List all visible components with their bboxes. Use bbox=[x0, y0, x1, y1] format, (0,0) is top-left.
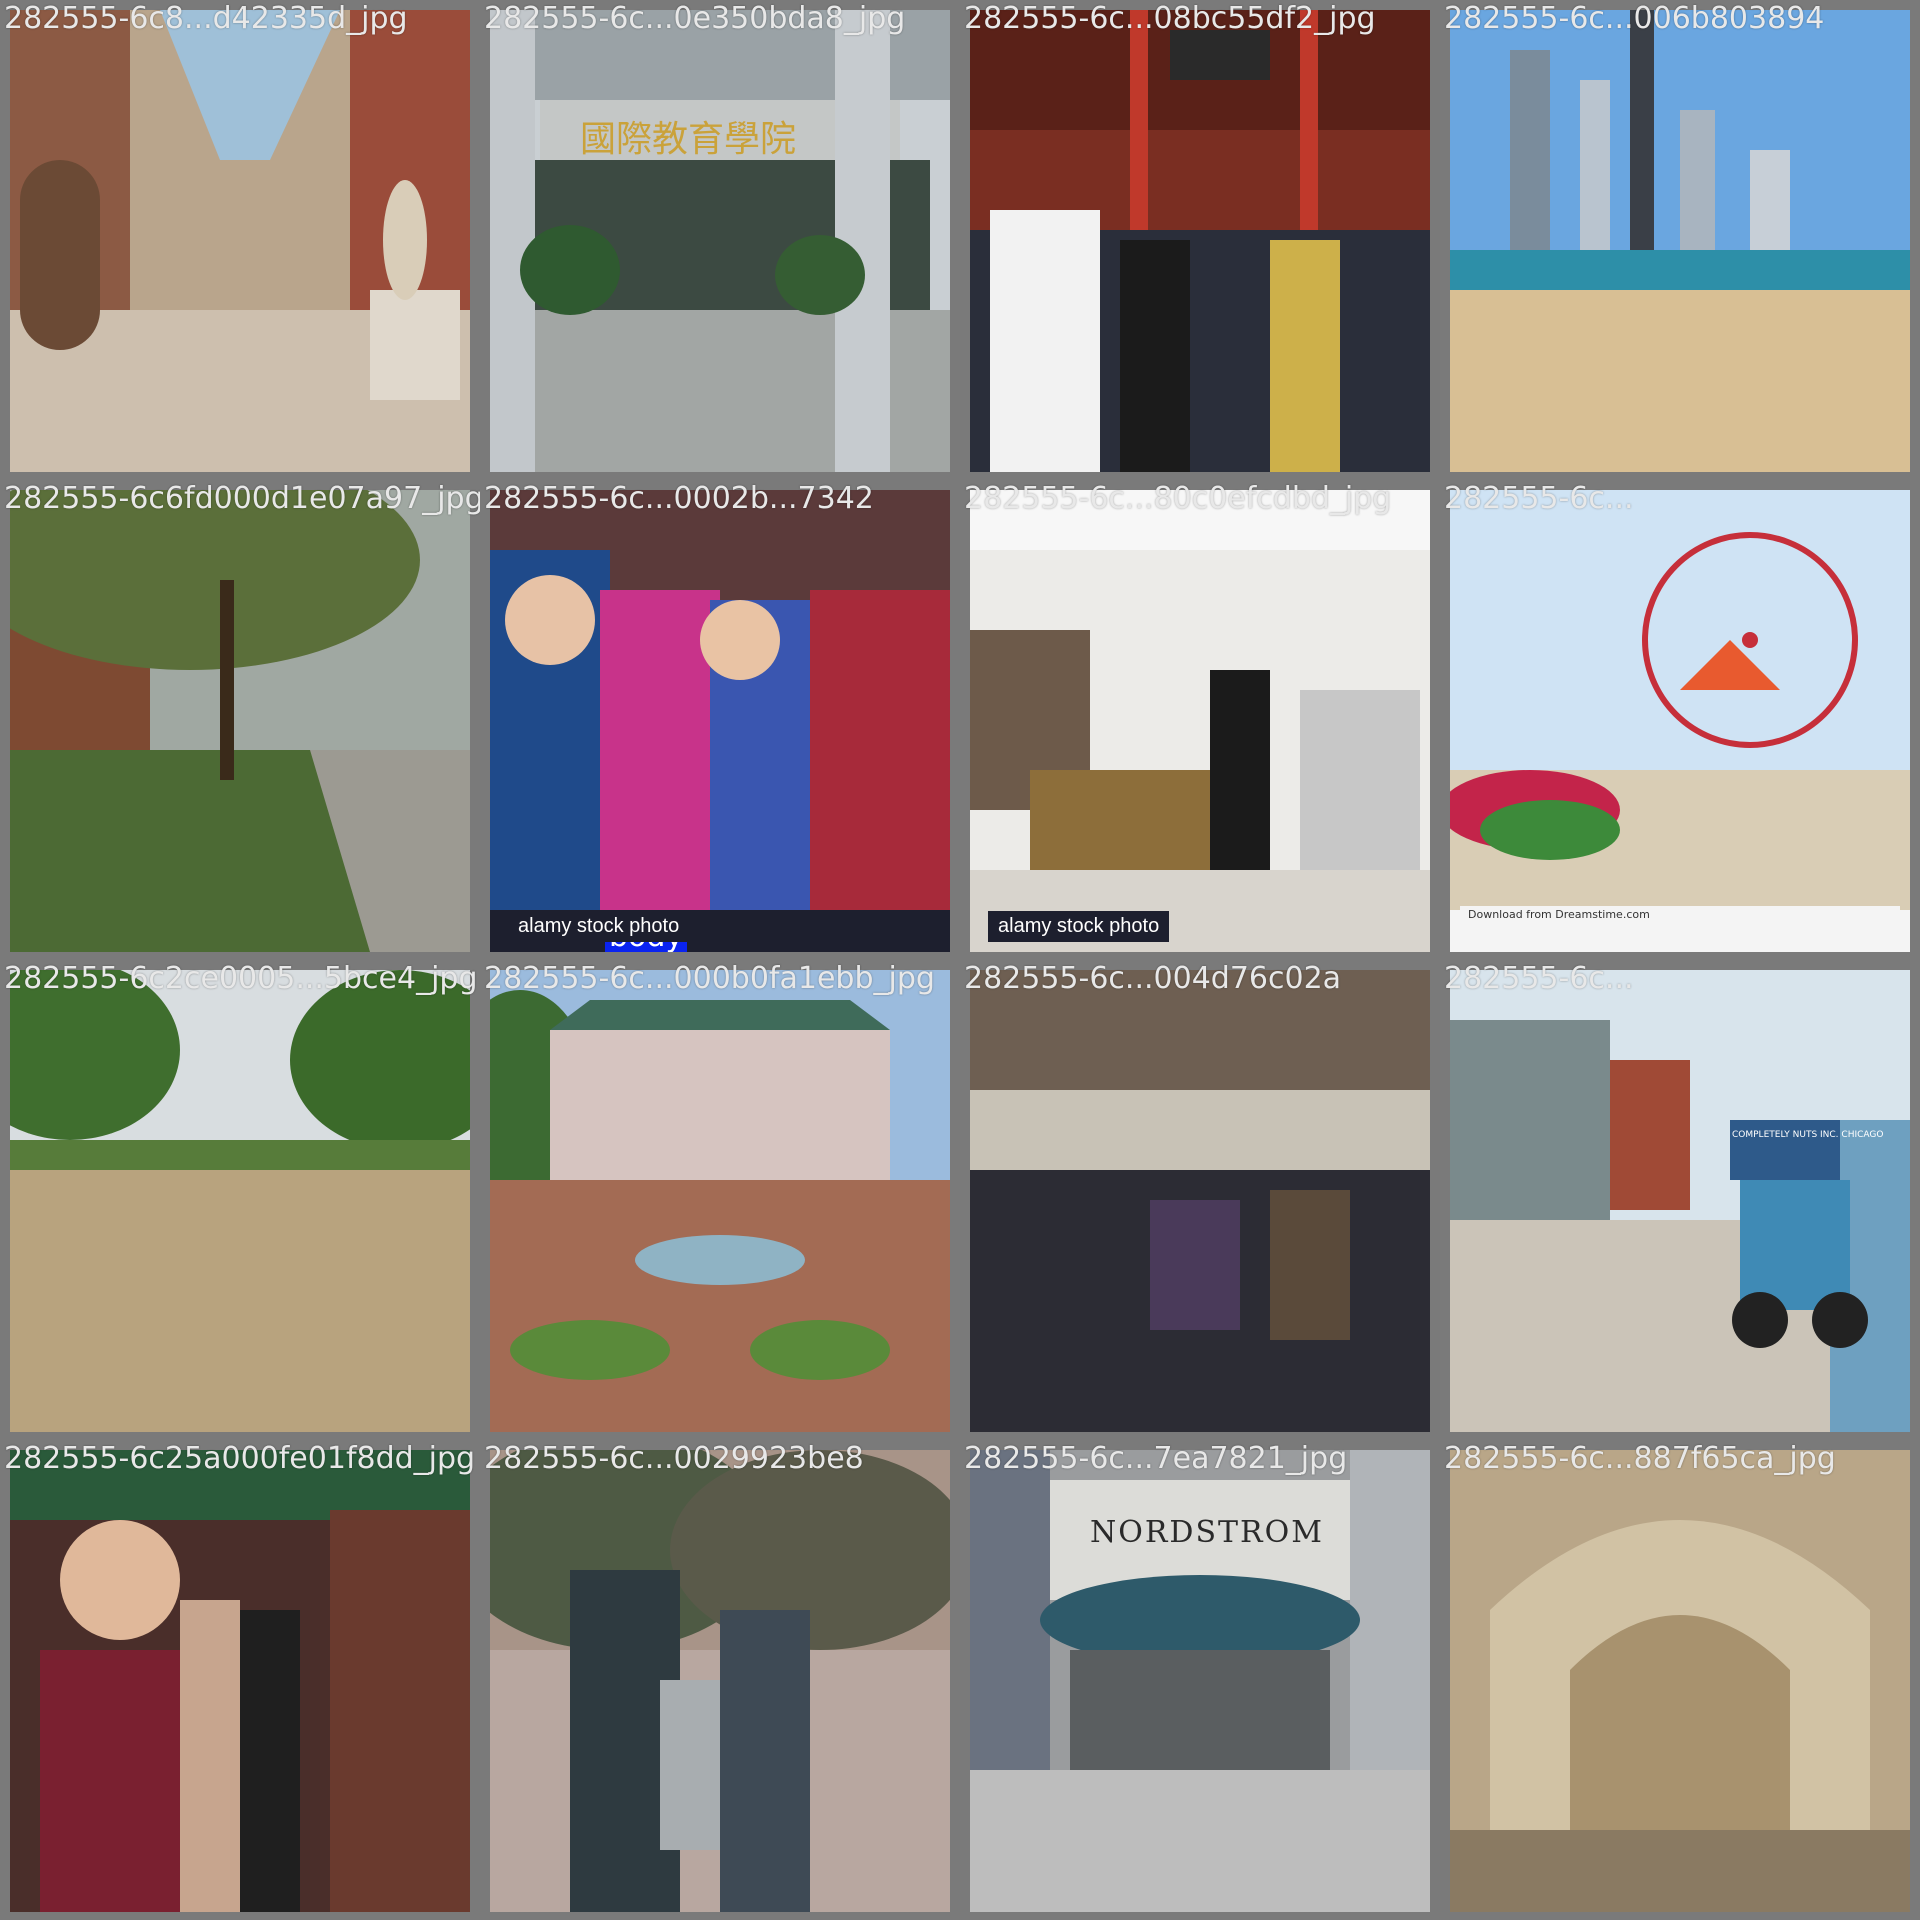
tile-photo: bodybodybodybodybodybodybodybodybodybody… bbox=[1450, 1450, 1910, 1912]
mosaic-tile: bodybodybodybodybodybodybody282555-6c25a… bbox=[0, 1440, 480, 1920]
tile-filename: 282555-6c6fd000d1e07a97_jpg bbox=[4, 481, 480, 516]
tile-filename: 282555-6c25a000fe01f8dd_jpg bbox=[4, 1441, 476, 1476]
tile-photo: NORDSTROMbodybodybodybodybodybodybodybod… bbox=[970, 1450, 1430, 1912]
tile-photo: bodybodybodybody bbox=[490, 970, 950, 1432]
tile-filename: 282555-6c...08bc55df2_jpg bbox=[964, 1, 1376, 36]
tile-photo: bodybodybodybodybodybodybodybodybodybody bbox=[10, 490, 470, 952]
mosaic-tile: bodybodybodybodybodybodybodybodyDownload… bbox=[1440, 480, 1920, 960]
mosaic-tile: bodybodybodybodybodybodybodybodybodybody… bbox=[1440, 0, 1920, 480]
tile-photo: bodybodybodybodybodybodybodybodybodybody… bbox=[1450, 10, 1910, 472]
tile-filename: 282555-6c...000b0fa1ebb_jpg bbox=[484, 961, 935, 996]
mosaic-tile: NORDSTROMbodybodybodybodybodybodybodybod… bbox=[960, 1440, 1440, 1920]
mosaic-tile: bodybodybodybodybodybodybodybodybodybody… bbox=[1440, 1440, 1920, 1920]
mosaic-tile: bodybodybodybodybodybodybodybodybodyalam… bbox=[480, 480, 960, 960]
photo-sign-text: 國際教育學院 bbox=[580, 119, 797, 160]
watermark: Download from Dreamstime.com bbox=[1460, 906, 1900, 942]
watermark: alamy stock photo bbox=[988, 911, 1170, 942]
tile-photo: bodybodybodybodybodybodybodybodybodybody… bbox=[970, 10, 1430, 472]
tile-filename: 282555-6c... bbox=[1444, 961, 1634, 996]
photo-sign-text: NORDSTROM bbox=[1090, 1515, 1324, 1550]
tile-filename: 282555-6c...887f65ca_jpg bbox=[1444, 1441, 1836, 1476]
photo-sign-text: COMPLETELY NUTS INC. CHICAGO bbox=[1732, 1130, 1884, 1140]
tile-filename: 282555-6c...7ea7821_jpg bbox=[964, 1441, 1348, 1476]
tile-filename: 282555-6c...006b803894 bbox=[1444, 1, 1825, 36]
mosaic-tile: bodybodybodybodybodybodybodybodybodybody… bbox=[0, 0, 480, 480]
tile-photo: COMPLETELY NUTS INC. CHICAGObodybodybody… bbox=[1450, 970, 1910, 1432]
mosaic-tile: bodybodybodybodybodybodybodybodybodybody… bbox=[0, 960, 480, 1440]
tile-photo: bodybodybodybodybodybodybodybodybodybody… bbox=[970, 970, 1430, 1432]
tile-photo: bodybodybodybodybodybodybodybodybodybody… bbox=[10, 970, 470, 1432]
tile-filename: 282555-6c2ce0005...5bce4_jpg bbox=[4, 961, 478, 996]
tile-photo: bodybodybodybody bbox=[490, 1450, 950, 1912]
tile-photo: 國際教育學院bodybodybodybodybodybodybodybodybo… bbox=[490, 10, 950, 472]
tile-photo: bodybodybodybodybodybodybody bbox=[10, 1450, 470, 1912]
tile-filename: 282555-6c8...d42335d_jpg bbox=[4, 1, 408, 36]
mosaic-tile: bodybodybodybodybodybodybodybodybodybody… bbox=[0, 480, 480, 960]
mosaic-tile: COMPLETELY NUTS INC. CHICAGObodybodybody… bbox=[1440, 960, 1920, 1440]
mosaic-tile: 國際教育學院bodybodybodybodybodybodybodybodybo… bbox=[480, 0, 960, 480]
tile-filename: 282555-6c...0002b...7342 bbox=[484, 481, 874, 516]
tile-filename: 282555-6c... bbox=[1444, 481, 1634, 516]
tile-photo: bodybodybodybodybodybodybodybodybodybody… bbox=[970, 490, 1430, 952]
tile-photo: bodybodybodybodybodybodybodybodybodybody… bbox=[10, 10, 470, 472]
tile-filename: 282555-6c...0029923be8 bbox=[484, 1441, 864, 1476]
tile-filename: 282555-6c...0e350bda8_jpg bbox=[484, 1, 906, 36]
mosaic-tile: bodybodybodybodybodybodybodybodybodybody… bbox=[960, 960, 1440, 1440]
tile-filename: 282555-6c...80c0efcdbd_jpg bbox=[964, 481, 1392, 516]
mosaic-tile: bodybodybodybodybodybodybodybodybodybody… bbox=[960, 0, 1440, 480]
mosaic-tile: bodybodybodybody282555-6c...0029923be8 bbox=[480, 1440, 960, 1920]
mosaic-tile: bodybodybodybodybodybodybodybodybodybody… bbox=[960, 480, 1440, 960]
tile-photo: bodybodybodybodybodybodybodybodybodyalam… bbox=[490, 490, 950, 952]
watermark: alamy stock photo bbox=[508, 911, 690, 942]
tile-filename: 282555-6c...004d76c02a bbox=[964, 961, 1342, 996]
tile-photo: bodybodybodybodybodybodybodybodyDownload… bbox=[1450, 490, 1910, 952]
mosaic-tile: bodybodybodybody282555-6c...000b0fa1ebb_… bbox=[480, 960, 960, 1440]
